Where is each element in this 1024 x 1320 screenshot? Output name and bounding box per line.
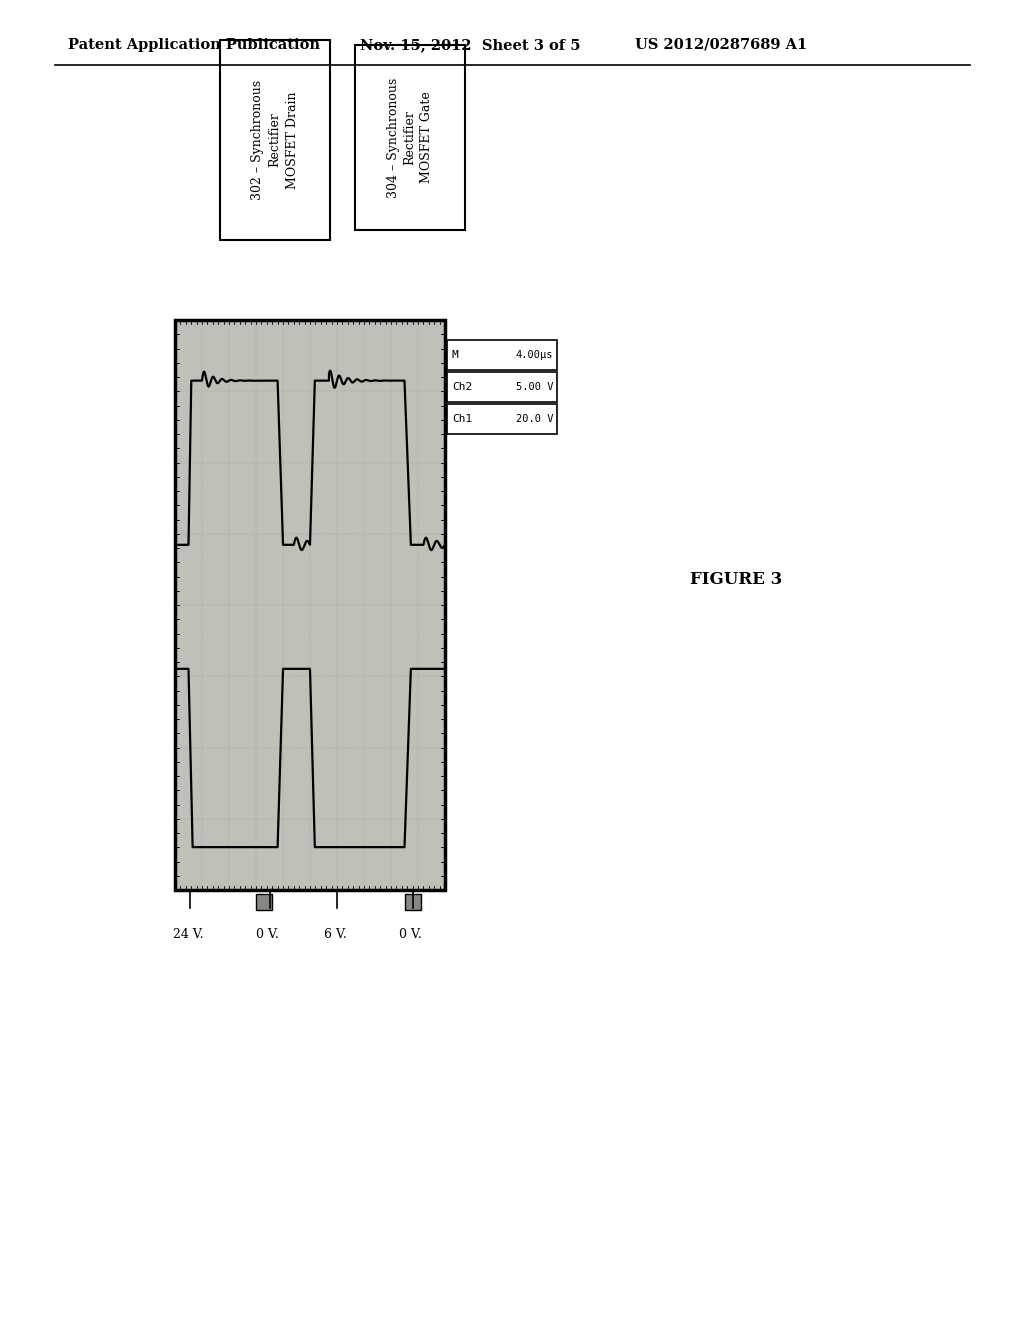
Text: FIGURE 3: FIGURE 3	[690, 572, 782, 589]
Bar	[447, 372, 557, 403]
Text: 24 V.: 24 V.	[173, 928, 204, 941]
Text: 304 – Synchronous
Rectifier
MOSFET Gate: 304 – Synchronous Rectifier MOSFET Gate	[386, 78, 433, 198]
Bar	[256, 894, 272, 909]
Text: M: M	[452, 350, 459, 360]
Text: 5.00 V: 5.00 V	[515, 381, 553, 392]
Bar	[175, 319, 445, 890]
Bar	[447, 341, 557, 370]
Text: 20.0 V: 20.0 V	[515, 414, 553, 424]
Text: 0 V.: 0 V.	[256, 928, 279, 941]
Bar	[404, 894, 421, 909]
Bar	[220, 40, 330, 240]
Text: Nov. 15, 2012  Sheet 3 of 5: Nov. 15, 2012 Sheet 3 of 5	[360, 38, 581, 51]
Text: 6 V.: 6 V.	[324, 928, 346, 941]
Bar	[447, 404, 557, 434]
Text: Ch1: Ch1	[452, 414, 472, 424]
Text: US 2012/0287689 A1: US 2012/0287689 A1	[635, 38, 807, 51]
Text: 302 – Synchronous
Rectifier
MOSFET Drain: 302 – Synchronous Rectifier MOSFET Drain	[252, 81, 299, 201]
Text: Patent Application Publication: Patent Application Publication	[68, 38, 319, 51]
Bar	[355, 45, 465, 230]
Text: 4.00μs: 4.00μs	[515, 350, 553, 360]
Text: 0 V.: 0 V.	[399, 928, 422, 941]
Text: Ch2: Ch2	[452, 381, 472, 392]
